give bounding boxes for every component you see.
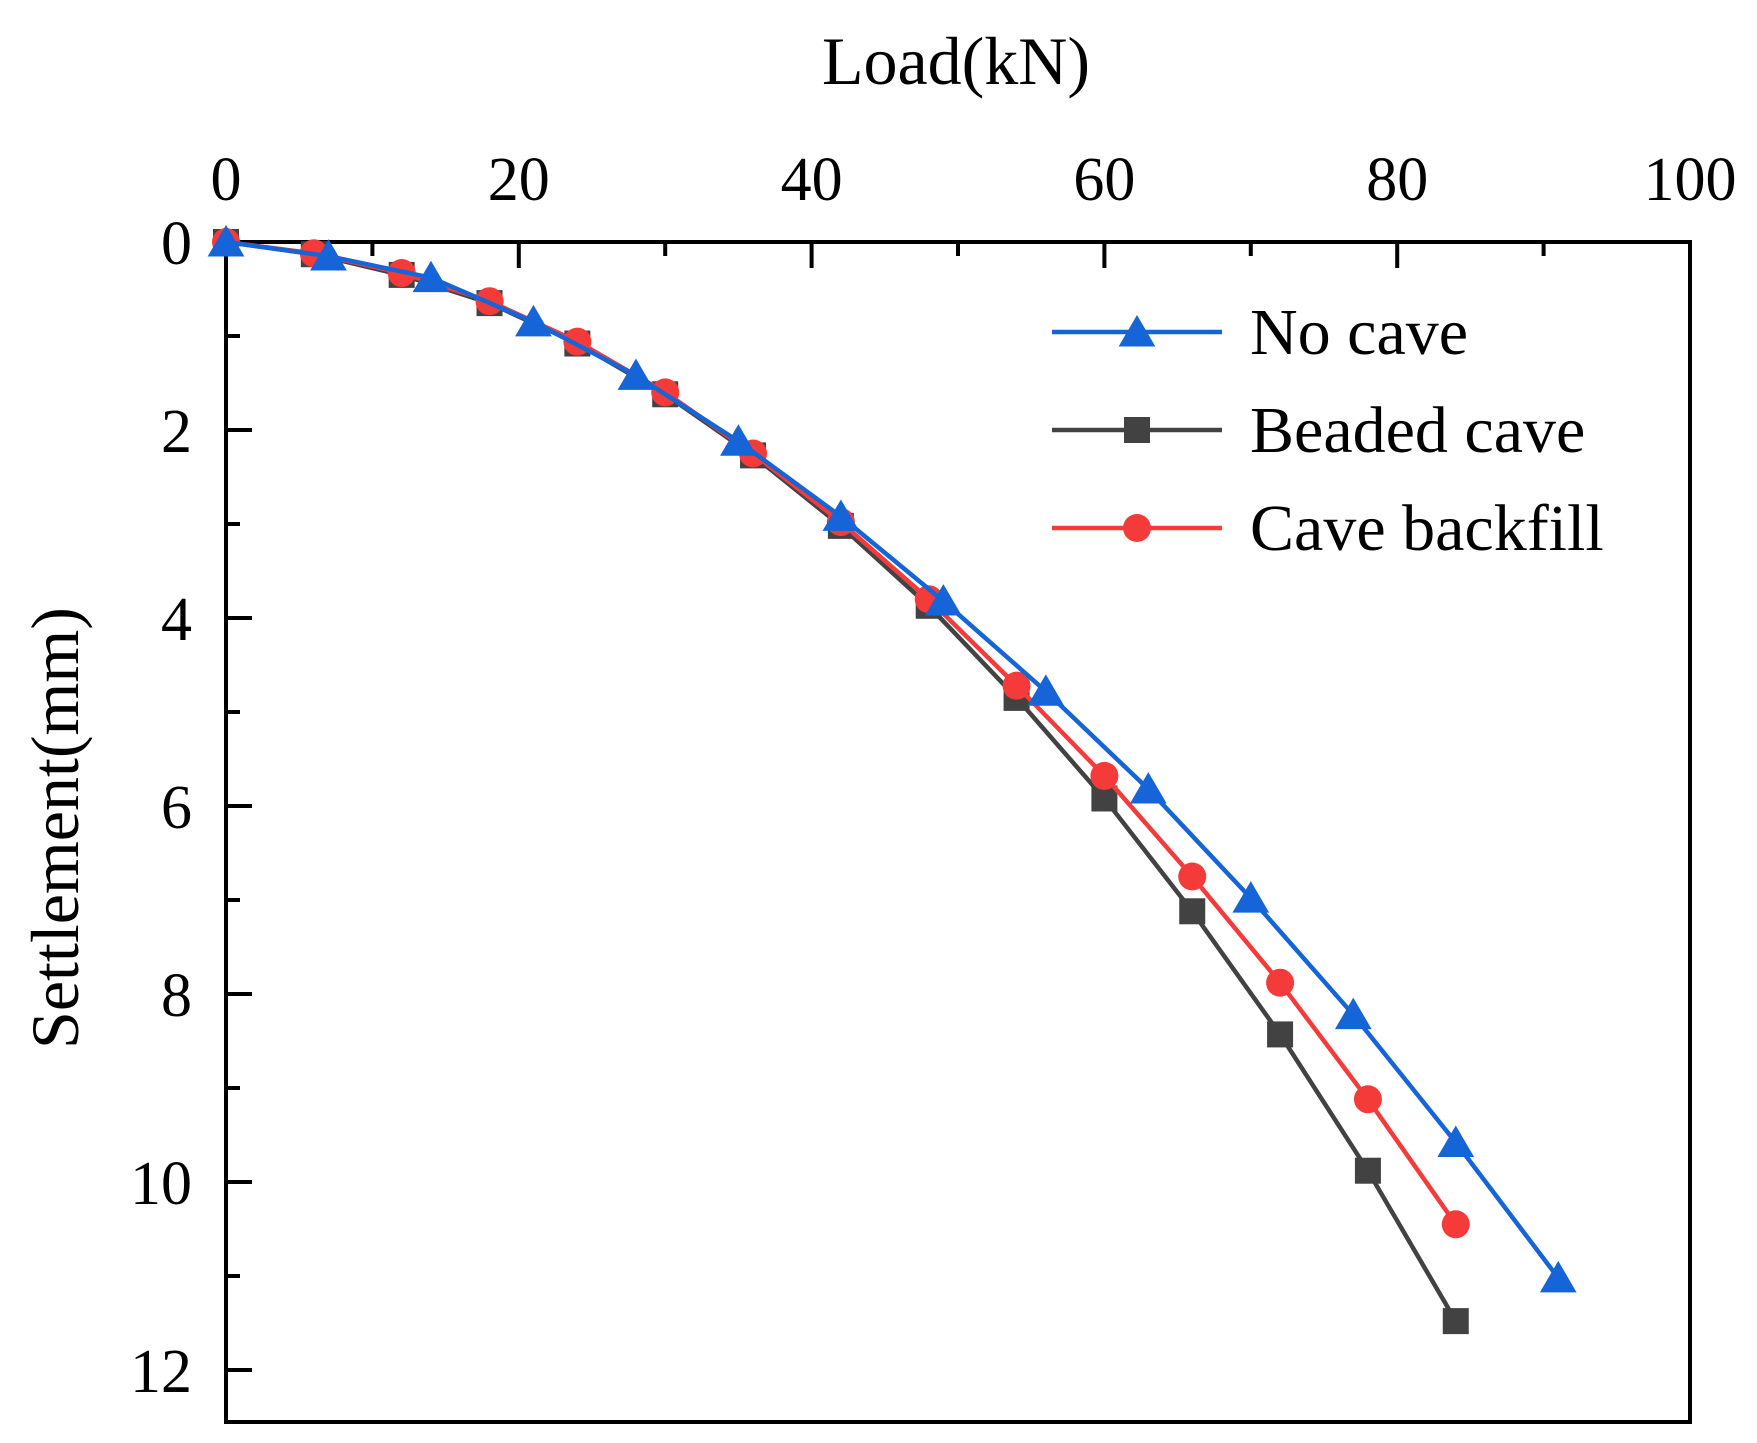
data-point-beaded-cave: [1354, 1157, 1381, 1184]
data-point-no-cave: [412, 260, 450, 293]
legend-item-no-cave: No cave: [1052, 296, 1468, 369]
series-line-cave-backfill: [225, 239, 1458, 1226]
data-point-no-cave: [617, 358, 655, 390]
data-point-no-cave: [310, 239, 347, 271]
y-axis-title: Settlement(mm): [17, 607, 93, 1049]
y-tick-label: 8: [161, 962, 192, 1030]
x-tick-label: 100: [1644, 146, 1737, 214]
y-tick-label: 10: [130, 1150, 192, 1218]
data-point-no-cave: [822, 499, 860, 531]
y-tick-label: 6: [161, 774, 192, 842]
x-tick-label: 80: [1366, 146, 1428, 214]
data-point-no-cave: [207, 225, 245, 257]
series-line-no-cave: [225, 239, 1560, 1280]
data-point-cave-backfill: [1266, 968, 1295, 997]
data-point-beaded-cave: [1442, 1308, 1469, 1335]
data-point-no-cave: [925, 584, 962, 616]
data-point-no-cave: [1232, 881, 1270, 913]
data-point-no-cave: [1027, 674, 1065, 706]
legend-item-cave-backfill: Cave backfill: [1052, 492, 1604, 565]
data-point-beaded-cave: [1267, 1021, 1294, 1048]
legend-label-cave-backfill: Cave backfill: [1250, 492, 1604, 565]
data-point-no-cave: [1334, 997, 1372, 1030]
x-tick-label: 0: [211, 146, 242, 214]
data-point-no-cave: [1129, 772, 1167, 804]
legend-marker-beaded-cave: [1124, 417, 1150, 443]
legend-marker-no-cave: [1118, 315, 1156, 347]
legend-item-beaded-cave: Beaded cave: [1052, 394, 1585, 467]
data-point-beaded-cave: [1179, 898, 1206, 925]
legend-label-no-cave: No cave: [1250, 296, 1468, 369]
data-point-no-cave: [1539, 1260, 1577, 1293]
x-tick-label: 20: [488, 146, 550, 214]
y-tick-label: 4: [161, 586, 192, 654]
y-tick-label: 0: [161, 210, 192, 278]
data-point-cave-backfill: [1353, 1085, 1382, 1114]
data-point-no-cave: [1437, 1125, 1475, 1157]
legend-label-beaded-cave: Beaded cave: [1250, 394, 1585, 467]
data-point-cave-backfill: [1441, 1210, 1470, 1239]
y-tick-label: 2: [161, 398, 192, 466]
x-tick-label: 60: [1073, 146, 1135, 214]
data-point-cave-backfill: [1090, 761, 1119, 790]
series-no-cave: [207, 225, 1577, 1293]
x-tick-label: 40: [781, 146, 843, 214]
x-axis-title: Load(kN): [822, 23, 1090, 99]
data-point-no-cave: [720, 424, 757, 456]
data-point-cave-backfill: [1002, 671, 1031, 700]
legend-marker-cave-backfill: [1123, 514, 1151, 542]
y-tick-label: 12: [130, 1338, 192, 1406]
data-point-cave-backfill: [1178, 862, 1207, 891]
data-point-no-cave: [515, 304, 552, 337]
series-cave-backfill: [212, 228, 1470, 1239]
